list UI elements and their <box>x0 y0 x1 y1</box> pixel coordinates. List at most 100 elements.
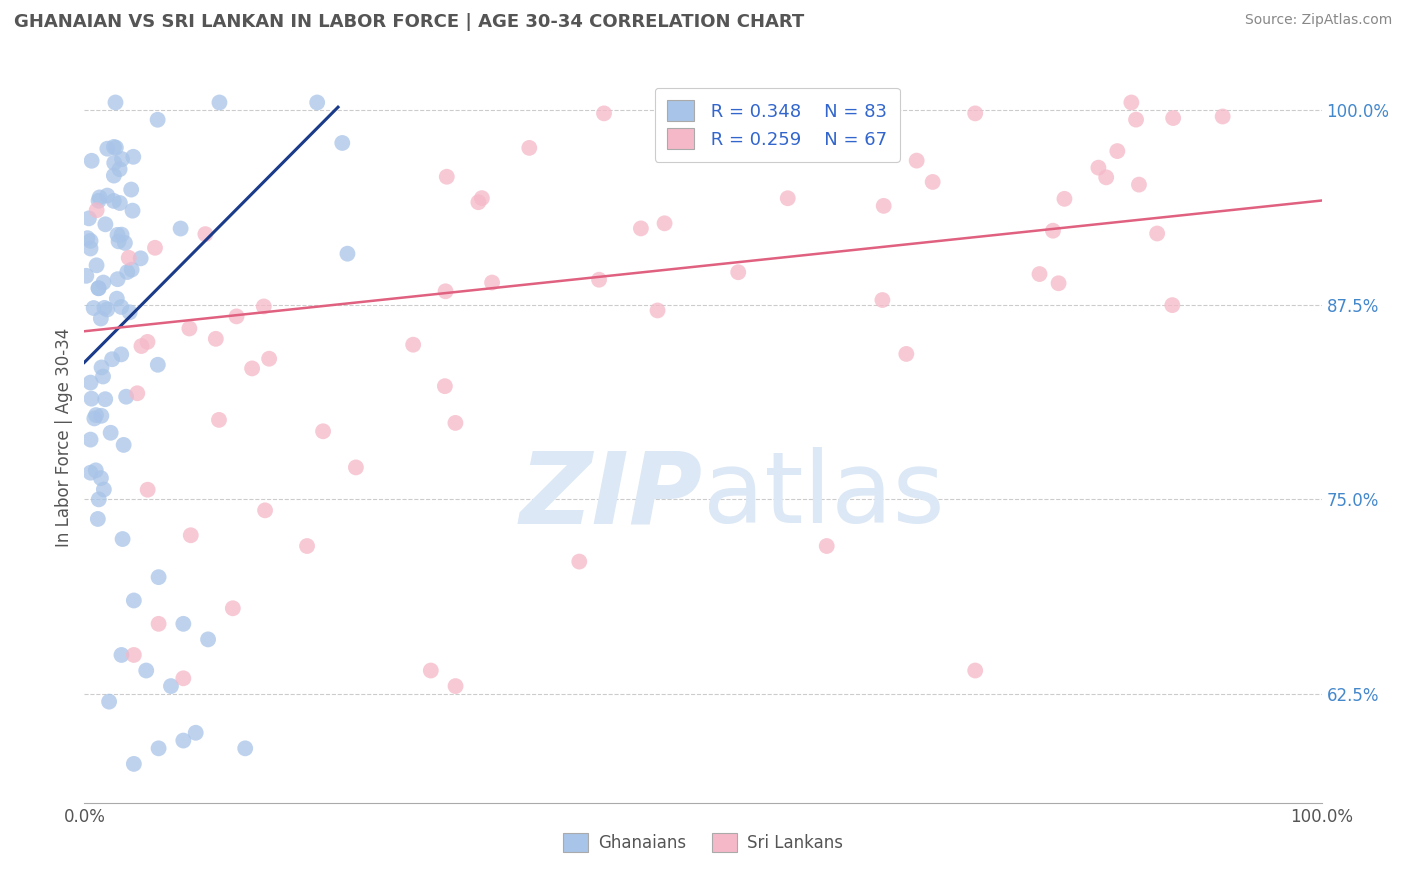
Point <box>146 112 169 127</box>
Point <box>1053 192 1076 206</box>
Point <box>240 361 263 376</box>
Point <box>107 227 129 242</box>
Point <box>110 648 132 662</box>
Point <box>233 741 256 756</box>
Point <box>96 302 118 317</box>
Point <box>101 352 124 367</box>
Point <box>94 392 117 407</box>
Point <box>467 195 489 210</box>
Point <box>593 106 616 120</box>
Point <box>921 175 943 189</box>
Point <box>90 471 112 485</box>
Point <box>872 293 894 307</box>
Point <box>1087 161 1109 175</box>
Point <box>295 539 318 553</box>
Point <box>180 528 202 542</box>
Point <box>122 756 145 771</box>
Point <box>307 95 329 110</box>
Point <box>517 141 540 155</box>
Point <box>129 252 152 266</box>
Legend: Ghanaians, Sri Lankans: Ghanaians, Sri Lankans <box>555 824 851 860</box>
Point <box>75 268 97 283</box>
Point <box>103 140 125 154</box>
Point <box>117 265 139 279</box>
Point <box>194 227 217 241</box>
Point <box>110 300 132 314</box>
Point <box>204 332 226 346</box>
Y-axis label: In Labor Force | Age 30-34: In Labor Force | Age 30-34 <box>55 327 73 547</box>
Point <box>84 408 107 422</box>
Point <box>402 337 425 351</box>
Point <box>436 169 458 184</box>
Point <box>105 292 128 306</box>
Point <box>103 194 125 208</box>
Point <box>588 273 610 287</box>
Point <box>208 413 231 427</box>
Point <box>965 664 987 678</box>
Point <box>91 369 114 384</box>
Point <box>965 106 987 120</box>
Point <box>688 139 710 153</box>
Point <box>184 725 207 739</box>
Point <box>83 301 105 315</box>
Point <box>80 392 103 406</box>
Point <box>87 512 110 526</box>
Point <box>222 601 245 615</box>
Point <box>1212 110 1234 124</box>
Point <box>1161 111 1184 125</box>
Point <box>148 616 170 631</box>
Point <box>1047 277 1070 291</box>
Point <box>115 390 138 404</box>
Point <box>121 262 143 277</box>
Point <box>654 216 676 230</box>
Point <box>208 95 231 110</box>
Point <box>90 409 112 423</box>
Point <box>122 648 145 662</box>
Point <box>87 194 110 208</box>
Point <box>444 679 467 693</box>
Point <box>1161 298 1184 312</box>
Point <box>131 339 153 353</box>
Text: Source: ZipAtlas.com: Source: ZipAtlas.com <box>1244 13 1392 28</box>
Point <box>344 460 367 475</box>
Point <box>143 241 166 255</box>
Point <box>1146 227 1168 241</box>
Point <box>647 303 669 318</box>
Point <box>146 358 169 372</box>
Point <box>89 190 111 204</box>
Text: atlas: atlas <box>703 447 945 544</box>
Point <box>197 632 219 647</box>
Point <box>135 664 157 678</box>
Point <box>79 466 101 480</box>
Point <box>110 227 132 242</box>
Point <box>1042 224 1064 238</box>
Point <box>93 301 115 315</box>
Point <box>254 503 277 517</box>
Point <box>148 741 170 756</box>
Text: ZIP: ZIP <box>520 447 703 544</box>
Point <box>104 95 127 110</box>
Point <box>148 570 170 584</box>
Point <box>136 483 159 497</box>
Point <box>136 334 159 349</box>
Point <box>118 251 141 265</box>
Point <box>77 211 100 226</box>
Point <box>96 188 118 202</box>
Point <box>96 142 118 156</box>
Point <box>112 438 135 452</box>
Point <box>336 246 359 260</box>
Point <box>107 235 129 249</box>
Point <box>108 196 131 211</box>
Point <box>630 221 652 235</box>
Point <box>111 152 134 166</box>
Point <box>122 593 145 607</box>
Point <box>330 136 353 150</box>
Point <box>103 156 125 170</box>
Point <box>86 203 108 218</box>
Point <box>471 191 494 205</box>
Point <box>172 616 194 631</box>
Point <box>312 425 335 439</box>
Point <box>103 169 125 183</box>
Point <box>1107 144 1129 158</box>
Point <box>127 386 149 401</box>
